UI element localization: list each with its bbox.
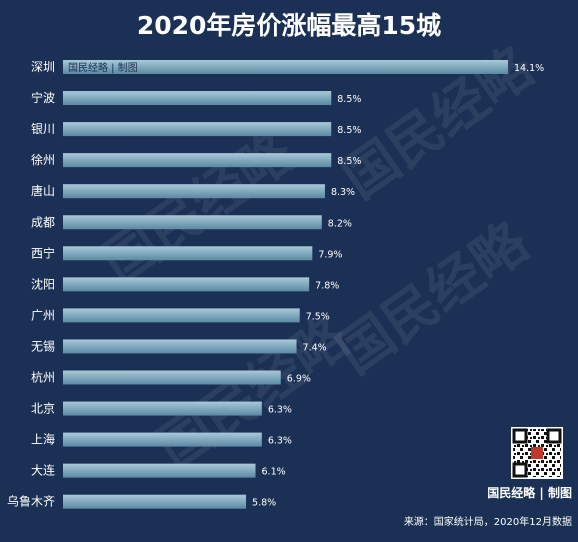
category-label: 成都: [31, 215, 55, 229]
bar: [63, 494, 247, 509]
value-label: 7.8%: [315, 280, 339, 291]
bar: [63, 339, 297, 354]
value-label: 8.5%: [337, 94, 361, 105]
watermark: 国民经略: [146, 305, 360, 481]
value-label: 8.5%: [337, 125, 361, 136]
value-label: 6.1%: [262, 467, 286, 478]
bar: [63, 463, 256, 478]
bar-credit-label: 国民经略 | 制图: [68, 61, 138, 74]
category-label: 上海: [31, 432, 55, 447]
bar: [63, 91, 332, 106]
bar: [63, 277, 310, 292]
bar: [63, 308, 300, 323]
value-label: 7.9%: [318, 249, 342, 260]
bar: [63, 432, 262, 447]
bar: [63, 60, 508, 74]
bar: [63, 246, 313, 261]
qr-code-icon: [511, 427, 563, 479]
value-label: 6.3%: [268, 436, 292, 447]
category-label: 大连: [31, 463, 55, 478]
bar: [63, 122, 332, 137]
category-label: 乌鲁木齐: [7, 494, 55, 509]
value-label: 6.3%: [268, 405, 292, 416]
value-label: 8.2%: [328, 218, 352, 229]
value-label: 8.3%: [331, 187, 355, 198]
chart-title: 2020年房价涨幅最高15城: [137, 11, 441, 40]
brand-label: 国民经略 | 制图: [487, 485, 572, 500]
category-label: 西宁: [31, 245, 55, 260]
category-label: 宁波: [31, 90, 55, 105]
category-label: 银川: [31, 122, 55, 136]
bar: [63, 401, 262, 416]
value-label: 7.4%: [303, 342, 327, 353]
category-label: 深圳: [31, 60, 55, 74]
source-note: 来源：国家统计局，2020年12月数据: [404, 515, 572, 528]
value-label: 8.5%: [337, 156, 361, 167]
value-label: 14.1%: [514, 63, 544, 74]
bar: [63, 370, 281, 385]
bar: [63, 184, 325, 199]
watermark: 国民经略: [91, 120, 305, 296]
category-label: 杭州: [31, 370, 55, 385]
bars-layer: 深圳 14.1% 宁波 8.5% 银川 8.5% 徐州 8.5% 唐山 8.3% 成都 8.2% 西宁 7…: [7, 60, 544, 509]
category-label: 北京: [31, 402, 55, 416]
category-label: 徐州: [31, 152, 55, 167]
category-label: 沈阳: [31, 276, 55, 291]
value-label: 5.8%: [252, 498, 276, 509]
value-label: 6.9%: [287, 374, 311, 385]
watermark: 国民经略: [326, 210, 540, 386]
bar: [63, 215, 322, 230]
value-label: 7.5%: [306, 311, 330, 322]
category-label: 唐山: [31, 183, 55, 198]
category-label: 无锡: [31, 338, 55, 353]
bar: [63, 153, 332, 168]
category-label: 广州: [31, 308, 55, 322]
